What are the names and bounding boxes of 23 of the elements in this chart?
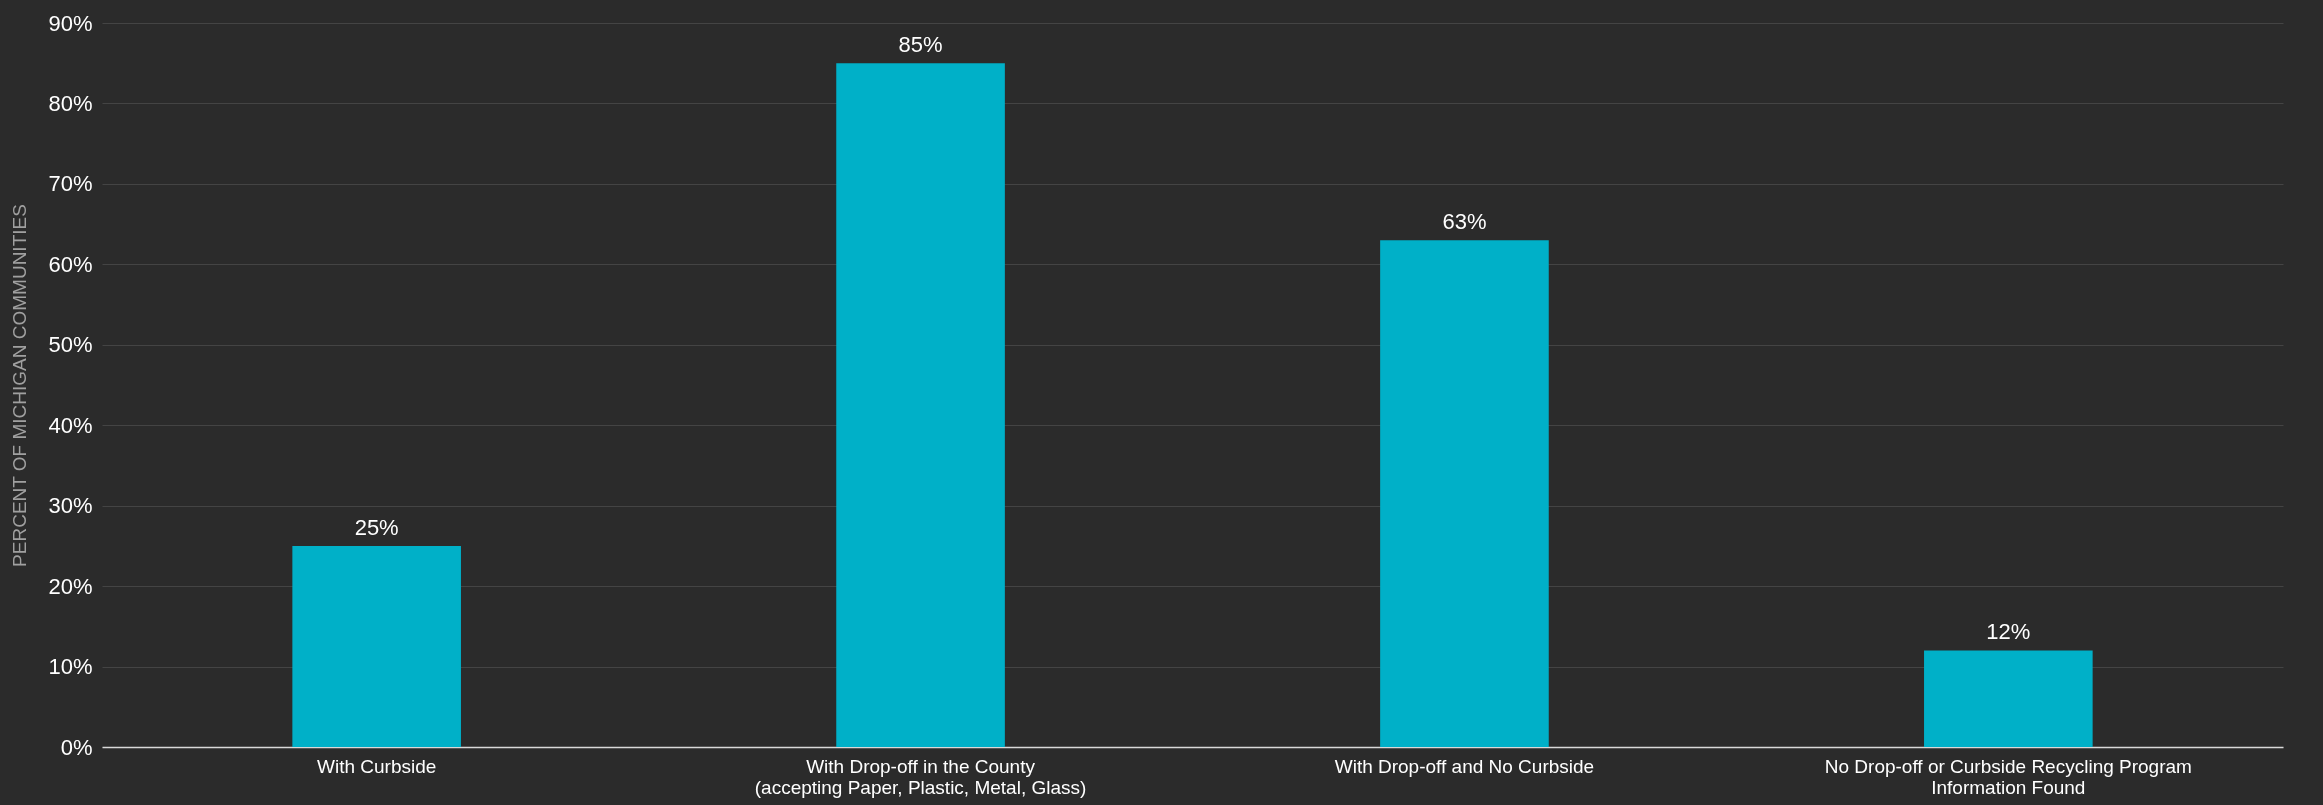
y-tick-label: 60% [48, 251, 93, 277]
y-tick-label: 30% [48, 493, 93, 519]
data-label: 85% [898, 32, 943, 58]
x-tick-label: With Drop-off in the County (accepting Paper, Plastic, Metal, Glass) [754, 755, 1087, 798]
x-tick-label: With Drop-off and No Curbside [1334, 755, 1595, 777]
bar [1380, 240, 1549, 747]
x-tick-label: With Curbside [317, 755, 437, 777]
y-tick-label: 50% [48, 332, 93, 358]
y-tick-label: 10% [48, 654, 93, 680]
y-tick-label: 80% [48, 90, 93, 116]
data-label: 25% [354, 514, 399, 540]
bar [836, 63, 1005, 747]
y-tick-label: 70% [48, 171, 93, 197]
y-tick-label: 90% [48, 10, 93, 36]
x-tick-label: No Drop-off or Curbside Recycling Program Information Found [1824, 755, 2192, 798]
data-label: 12% [1986, 619, 2031, 645]
y-tick-label: 0% [60, 734, 93, 760]
data-label: 63% [1442, 209, 1487, 235]
y-tick-label: 40% [48, 412, 93, 438]
bar [1924, 650, 2093, 747]
bar [292, 545, 461, 747]
y-tick-label: 20% [48, 573, 93, 599]
y-axis-title: PERCENT OF MICHIGAN COMMUNITIES [9, 204, 31, 567]
